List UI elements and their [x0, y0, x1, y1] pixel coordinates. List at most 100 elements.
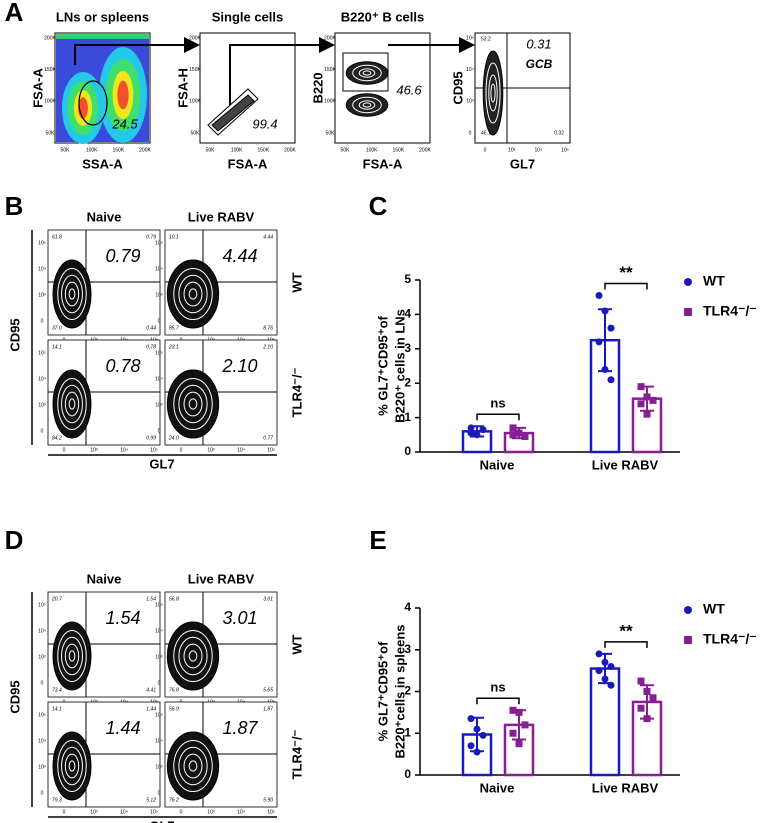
y-tick-label: 10⁵ [38, 712, 46, 718]
x-tick-label: 200K [419, 147, 431, 153]
data-point [601, 365, 609, 373]
density [61, 384, 83, 424]
y-tick-label: 200K [44, 35, 56, 41]
quadrant-value: 0.77 [263, 435, 273, 441]
quadrant-value: 76.8 [169, 687, 179, 693]
quadrant-value: 5.90 [263, 797, 273, 803]
quadrant-value: 14.1 [52, 706, 62, 712]
x-tick-label: 10³ [508, 147, 516, 153]
x-tick-label: Live RABV [592, 780, 659, 795]
data-point [601, 675, 609, 683]
quadrant-value: 3.01 [263, 596, 273, 602]
y-axis-label: % GL7⁺CD95⁺of [375, 315, 390, 415]
arrow [229, 37, 335, 105]
data-point [467, 742, 475, 750]
y-tick-label: 10⁵ [38, 350, 46, 356]
density [173, 378, 213, 430]
data-point [521, 721, 529, 729]
column-header: Naive [87, 571, 122, 586]
panel-letter: D [5, 525, 24, 555]
x-tick-label: 10³ [90, 809, 98, 815]
row-label: WT [289, 272, 304, 292]
y-axis-label: CD95 [7, 318, 22, 351]
x-tick-label: 200K [139, 147, 151, 153]
row-label: WT [289, 634, 304, 654]
gate-value: 2.10 [221, 356, 257, 376]
gate-value: 1.54 [105, 608, 140, 628]
gating-title: Single cells [212, 9, 284, 24]
density [64, 281, 80, 307]
data-point [637, 383, 645, 391]
legend-marker [684, 278, 692, 286]
x-tick-label: Live RABV [592, 457, 659, 472]
x-axis-label: GL7 [149, 456, 174, 471]
data-point [479, 731, 487, 739]
y-tick-label: 100K [44, 99, 56, 105]
significance-bracket [604, 282, 648, 290]
data-point [607, 376, 615, 384]
x-tick-label: 0 [180, 447, 183, 453]
x-tick-label: 200K [284, 147, 296, 153]
y-tick-label: 5 [404, 272, 411, 286]
density [68, 650, 76, 662]
x-axis-label: FSA-A [363, 156, 403, 171]
x-tick-label: 10⁵ [267, 447, 275, 453]
density [57, 378, 87, 430]
quadrant-value: 0.78 [146, 344, 156, 350]
quadrant-value: 5.12 [146, 797, 156, 803]
arrow [74, 37, 200, 65]
y-tick-label: 10⁵ [155, 712, 163, 718]
data-point [643, 393, 651, 401]
density [178, 274, 208, 314]
y-tick-label: 4 [404, 307, 411, 321]
density [211, 94, 255, 132]
y-tick-label: 10³ [466, 99, 474, 105]
data-point [643, 410, 651, 418]
data-point [515, 429, 523, 437]
data-point [601, 658, 609, 666]
gate-value: 0.78 [105, 356, 140, 376]
density [68, 288, 76, 300]
data-point [509, 424, 517, 432]
gating-plot-frame [334, 32, 431, 144]
y-tick-label: 50K [46, 130, 56, 136]
column-header: Live RABV [188, 571, 255, 586]
data-point [467, 429, 475, 437]
x-tick-label: 100K [366, 147, 378, 153]
data-point [521, 433, 529, 441]
density [68, 398, 76, 410]
x-tick-label: 150K [392, 147, 404, 153]
bar [589, 667, 621, 777]
density [61, 274, 83, 314]
quadrant-value: 1.87 [263, 706, 273, 712]
density [56, 34, 149, 39]
x-tick-label: 100K [231, 147, 243, 153]
y-tick-label: 150K [44, 67, 56, 73]
quadrant-value: 20.7 [51, 596, 62, 602]
data-point [509, 706, 517, 714]
density [178, 384, 208, 424]
data-point [643, 715, 651, 723]
y-tick-label: 0 [469, 130, 472, 136]
data-point [473, 748, 481, 756]
y-tick-label: 10⁴ [38, 266, 46, 272]
x-tick-label: 0 [63, 809, 66, 815]
column-header: Live RABV [188, 209, 255, 224]
legend-marker [684, 606, 692, 614]
x-tick-label: 10⁵ [267, 809, 275, 815]
y-tick-label: 10⁵ [38, 240, 46, 246]
density [173, 740, 213, 792]
density [488, 74, 498, 112]
y-tick-label: 10⁴ [38, 738, 46, 744]
data-point [479, 426, 487, 434]
data-point [515, 740, 523, 748]
quadrant-value: 0.32 [554, 130, 564, 136]
y-tick-label: 10⁴ [155, 266, 163, 272]
density [52, 731, 92, 801]
quadrant-value: 0.44 [146, 325, 156, 331]
row-label: TLR4⁻/⁻ [289, 367, 304, 417]
y-tick-label: 50K [191, 130, 201, 136]
y-tick-label: 10⁴ [155, 376, 163, 382]
data-point [637, 677, 645, 685]
x-tick-label: 150K [257, 147, 269, 153]
